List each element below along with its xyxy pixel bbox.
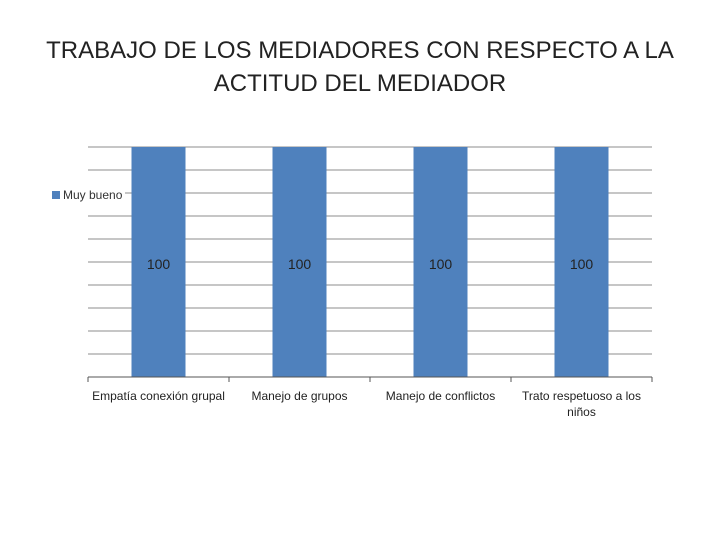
bar — [554, 147, 609, 377]
legend-swatch — [52, 191, 60, 199]
data-label: 100 — [288, 256, 312, 272]
bars — [131, 147, 609, 377]
legend: Muy bueno — [52, 188, 126, 202]
category-label: Trato respetuoso a los niños — [522, 389, 641, 419]
chart-title: TRABAJO DE LOS MEDIADORES CON RESPECTO A… — [0, 34, 720, 100]
legend-label: Muy bueno — [63, 188, 123, 202]
data-label: 100 — [147, 256, 171, 272]
chart-title-line-1: TRABAJO DE LOS MEDIADORES CON RESPECTO A… — [46, 37, 674, 64]
chart-title-line-2: ACTITUD DEL MEDIADOR — [213, 70, 507, 97]
data-label: 100 — [429, 256, 453, 272]
category-label: Manejo de grupos — [251, 389, 347, 403]
bar — [131, 147, 186, 377]
category-labels: Empatía conexión grupal Manejo de grupos M… — [92, 389, 641, 419]
data-label: 100 — [570, 256, 594, 272]
data-labels: 100 100 100 100 — [147, 256, 594, 272]
category-label: Empatía conexión grupal — [92, 389, 225, 403]
bar — [272, 147, 327, 377]
x-axis — [87, 376, 653, 382]
category-label: Manejo de conflictos — [386, 389, 495, 403]
bar — [413, 147, 468, 377]
